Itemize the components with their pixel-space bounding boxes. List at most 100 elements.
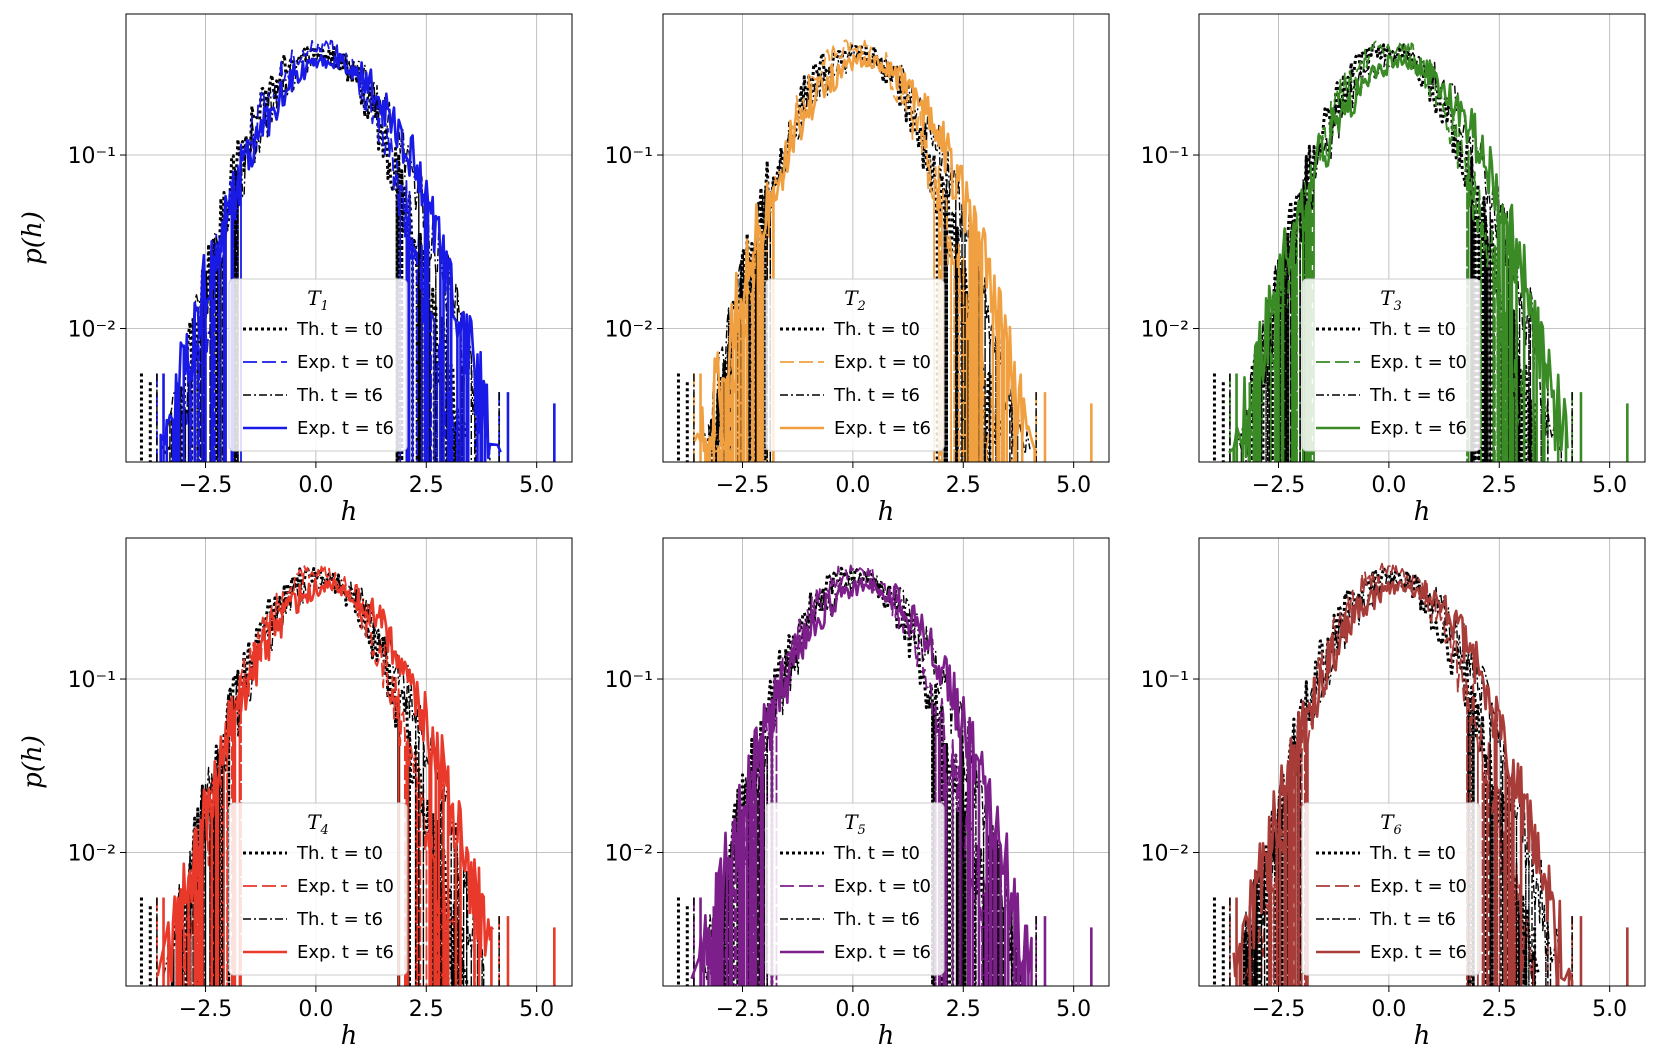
legend: T1 Th. t = t0 Exp. t = t0 Th. t = t6 Exp. t … [228,278,408,452]
legend-title-main: T [307,286,322,310]
legend-entry-label: Th. t = t6 [833,909,920,930]
legend-title-main: T [844,286,859,310]
legend-entry-label: Th. t = t0 [296,843,383,864]
x-tick-label: 5.0 [1592,997,1627,1022]
legend-entry-label: Th. t = t0 [1369,319,1456,340]
x-tick-label: 0.0 [298,997,333,1022]
chart-panel-6: −2.5 0.0 2.5 5.0 10⁻¹ 10⁻² h T6 Th. t = t0 Exp. t… [1141,537,1646,1051]
x-tick-label: −2.5 [179,997,232,1022]
legend: T5 Th. t = t0 Exp. t = t0 Th. t = t6 Exp. t … [765,802,945,976]
chart-panel-1: −2.5 0.0 2.5 5.0 10⁻¹ 10⁻² h p(h) T1 Th. t = t0 Ex… [18,13,573,527]
y-tick-label: 10⁻² [68,318,116,343]
y-tick-label: 10⁻¹ [68,668,116,693]
legend-title-subscript: 1 [321,299,329,314]
legend-entry-label: Exp. t = t6 [297,942,394,963]
x-axis-label: h [1414,1021,1431,1051]
legend-entry-label: Th. t = t0 [296,319,383,340]
legend-box [228,278,408,452]
legend-title-subscript: 3 [1394,299,1402,314]
x-tick-label: 5.0 [1592,473,1627,498]
legend-entry-label: Exp. t = t0 [1370,876,1467,897]
chart-panel-4: −2.5 0.0 2.5 5.0 10⁻¹ 10⁻² h p(h) T4 Th. t = t0 Ex… [18,537,573,1051]
y-tick-label: 10⁻² [1141,842,1189,867]
legend-title-main: T [1380,810,1395,834]
x-axis-label: h [878,497,895,527]
series-group [1212,562,1629,986]
series-line-dashed [716,564,999,986]
series-group [676,564,1093,986]
legend-entry-label: Th. t = t0 [833,843,920,864]
series-group [139,39,556,462]
x-tick-label: 2.5 [946,997,981,1022]
legend: T4 Th. t = t0 Exp. t = t0 Th. t = t6 Exp. t … [228,802,408,976]
legend-entry-label: Exp. t = t0 [297,352,394,373]
legend-title-main: T [307,810,322,834]
x-axis-label: h [1414,497,1431,527]
legend-entry-label: Exp. t = t6 [834,942,931,963]
series-line-solid [159,52,502,462]
legend-entry-label: Exp. t = t6 [834,418,931,439]
axes-frame [662,537,1110,987]
axes-frame [1198,13,1646,463]
series-line-solid [693,52,1036,462]
x-tick-label: 5.0 [519,997,554,1022]
series-line-solid [690,577,1033,986]
x-tick-label: 0.0 [1371,473,1406,498]
y-tick-label: 10⁻² [68,842,116,867]
y-tick-label: 10⁻¹ [1141,668,1189,693]
axes-frame [125,13,573,463]
x-tick-label: 5.0 [519,473,554,498]
x-tick-label: −2.5 [716,997,769,1022]
chart-panel-3: −2.5 0.0 2.5 5.0 10⁻¹ 10⁻² h T3 Th. t = t0 Exp. t… [1141,13,1646,527]
legend-title: T3 [1380,286,1402,314]
legend-box [765,802,945,976]
legend-title: T4 [307,810,329,838]
x-axis-label: h [341,497,358,527]
x-tick-label: 2.5 [409,997,444,1022]
x-tick-label: 2.5 [409,473,444,498]
series-group [1212,40,1629,462]
y-tick-label: 10⁻¹ [1141,144,1189,169]
legend-box [1301,278,1481,452]
x-tick-label: 0.0 [835,473,870,498]
y-tick-label: 10⁻¹ [68,144,116,169]
y-tick-label: 10⁻² [1141,318,1189,343]
legend-title-subscript: 4 [320,823,329,838]
x-tick-label: −2.5 [1252,997,1305,1022]
legend-entry-label: Exp. t = t0 [1370,352,1467,373]
x-tick-label: 2.5 [946,473,981,498]
legend-entry-label: Th. t = t6 [1369,909,1456,930]
x-axis-label: h [878,1021,895,1051]
x-tick-label: −2.5 [179,473,232,498]
legend-entry-label: Th. t = t6 [1369,385,1456,406]
legend-entry-label: Exp. t = t6 [1370,418,1467,439]
legend-entry-label: Th. t = t0 [833,319,920,340]
x-tick-label: 2.5 [1482,997,1517,1022]
series-line-solid [1228,54,1569,462]
y-tick-label: 10⁻¹ [605,668,653,693]
legend: T2 Th. t = t0 Exp. t = t0 Th. t = t6 Exp. t … [765,278,945,452]
axes-frame [125,537,573,987]
x-tick-label: 0.0 [298,473,333,498]
legend-entry-label: Th. t = t6 [296,909,383,930]
x-tick-label: 0.0 [835,997,870,1022]
legend-title-subscript: 6 [1394,823,1402,838]
legend-title-subscript: 5 [858,823,866,838]
series-group [676,39,1093,462]
legend-title: T1 [307,286,329,314]
x-tick-label: 5.0 [1056,997,1091,1022]
legend-entry-label: Exp. t = t0 [297,876,394,897]
legend-entry-label: Exp. t = t6 [1370,942,1467,963]
legend-entry-label: Exp. t = t6 [297,418,394,439]
legend: T6 Th. t = t0 Exp. t = t0 Th. t = t6 Exp. t … [1301,802,1481,976]
x-tick-label: 0.0 [1371,997,1406,1022]
x-axis-label: h [341,1021,358,1051]
legend-title-subscript: 2 [857,299,866,314]
legend-title: T5 [844,810,866,838]
legend-entry-label: Exp. t = t0 [834,876,931,897]
legend: T3 Th. t = t0 Exp. t = t0 Th. t = t6 Exp. t … [1301,278,1481,452]
legend-title: T6 [1380,810,1402,838]
legend-title: T2 [844,286,866,314]
legend-title-main: T [844,810,859,834]
